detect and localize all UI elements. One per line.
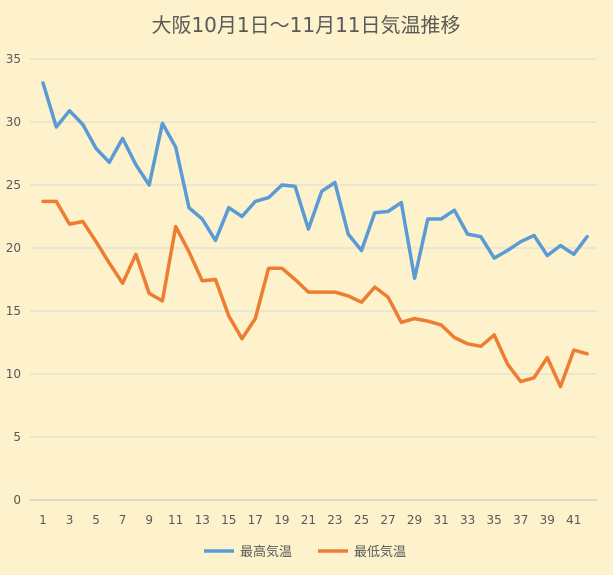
y-tick-label: 25: [6, 178, 21, 192]
y-tick-label: 0: [13, 493, 21, 507]
x-tick-label: 41: [566, 513, 581, 527]
y-tick-label: 10: [6, 367, 21, 381]
series-lines: [41, 81, 589, 389]
gridlines: [30, 58, 597, 501]
x-tick-label: 9: [145, 513, 153, 527]
x-tick-label: 33: [460, 513, 475, 527]
x-tick-label: 37: [513, 513, 528, 527]
x-tick-label: 35: [487, 513, 502, 527]
chart-title: 大阪10月1日～11月11日気温推移: [151, 13, 460, 37]
y-tick-label: 20: [6, 241, 21, 255]
x-tick-label: 13: [195, 513, 210, 527]
series-line-max-temp: [41, 81, 589, 280]
legend: 最高気温 最低気温: [204, 544, 406, 560]
x-tick-label: 17: [248, 513, 263, 527]
x-tick-label: 11: [168, 513, 183, 527]
x-tick-label: 39: [540, 513, 555, 527]
x-tick-label: 27: [380, 513, 395, 527]
x-tick-label: 19: [274, 513, 289, 527]
x-tick-label: 3: [66, 513, 74, 527]
y-tick-label: 35: [6, 52, 21, 66]
y-tick-label: 15: [6, 304, 21, 318]
x-tick-label: 1: [39, 513, 47, 527]
y-tick-label: 5: [13, 430, 21, 444]
x-tick-label: 5: [92, 513, 100, 527]
x-tick-label: 25: [354, 513, 369, 527]
x-tick-label: 7: [119, 513, 127, 527]
x-tick-label: 21: [301, 513, 316, 527]
y-axis-tick-labels: 0 5 10 15 20 25 30 35: [6, 52, 21, 507]
x-tick-label: 15: [221, 513, 236, 527]
x-tick-label: 29: [407, 513, 422, 527]
series-line-min-temp: [41, 199, 589, 389]
x-tick-label: 23: [327, 513, 342, 527]
x-tick-label: 31: [433, 513, 448, 527]
x-axis-tick-labels: 1 3 5 7 9 11 13 15 17 19 21 23 25 27 29 31 33 35 37 39 41: [39, 513, 581, 527]
legend-label-max: 最高気温: [240, 544, 292, 560]
legend-label-min: 最低気温: [354, 544, 406, 560]
y-tick-label: 30: [6, 115, 21, 129]
